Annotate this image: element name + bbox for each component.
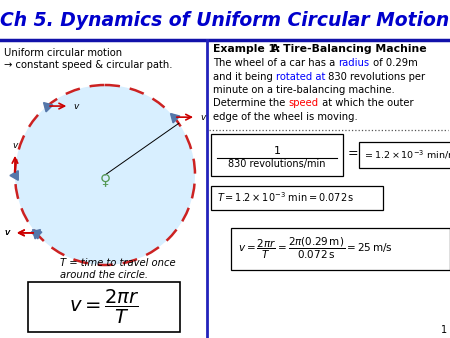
Text: Determine the: Determine the <box>213 98 288 108</box>
Text: 1: 1 <box>441 325 447 335</box>
Text: Uniform circular motion: Uniform circular motion <box>4 48 122 58</box>
Text: T = time to travel once: T = time to travel once <box>60 258 176 268</box>
FancyBboxPatch shape <box>359 142 450 168</box>
FancyBboxPatch shape <box>28 282 180 332</box>
Text: =: = <box>348 147 359 160</box>
Text: edge of the wheel is moving.: edge of the wheel is moving. <box>213 112 358 122</box>
Text: → constant speed & circular path.: → constant speed & circular path. <box>4 60 172 70</box>
Text: ♀: ♀ <box>99 172 111 188</box>
FancyBboxPatch shape <box>211 186 383 210</box>
Text: 830 revolutions per: 830 revolutions per <box>325 72 426 81</box>
FancyBboxPatch shape <box>211 134 343 175</box>
Text: of 0.29m: of 0.29m <box>369 58 417 68</box>
Text: around the circle.: around the circle. <box>60 270 148 280</box>
Text: 830 revolutions/min: 830 revolutions/min <box>228 160 326 169</box>
Text: v: v <box>12 142 18 150</box>
Text: v: v <box>4 228 10 237</box>
Text: and it being: and it being <box>213 72 276 81</box>
Text: $v = \dfrac{2\pi r}{T}$: $v = \dfrac{2\pi r}{T}$ <box>69 288 140 326</box>
Text: at which the outer: at which the outer <box>319 98 413 108</box>
Bar <box>0 0 450 40</box>
Text: $v = \dfrac{2\pi r}{T} = \dfrac{2\pi(0.29\,\mathrm{m})}{0.072\,\mathrm{s}} = 25\: $v = \dfrac{2\pi r}{T} = \dfrac{2\pi(0.2… <box>238 236 392 261</box>
Text: minute on a tire-balancing machine.: minute on a tire-balancing machine. <box>213 85 395 95</box>
Ellipse shape <box>15 85 195 265</box>
Text: The wheel of a car has a: The wheel of a car has a <box>213 58 338 68</box>
Text: v: v <box>200 113 206 122</box>
Text: A Tire-Balancing Machine: A Tire-Balancing Machine <box>271 44 427 54</box>
Text: $= 1.2 \times 10^{-3}\ \mathrm{min/revolution}$: $= 1.2 \times 10^{-3}\ \mathrm{min/revol… <box>363 148 450 161</box>
Text: v: v <box>73 101 79 111</box>
Text: 1: 1 <box>274 145 280 155</box>
FancyBboxPatch shape <box>231 227 450 269</box>
Text: Example 1:: Example 1: <box>213 44 288 54</box>
Text: rotated at: rotated at <box>276 72 325 81</box>
Text: v: v <box>4 228 10 237</box>
Text: radius: radius <box>338 58 369 68</box>
Text: $T = 1.2 \times 10^{-3}\ \mathrm{min} = 0.072\,\mathrm{s}$: $T = 1.2 \times 10^{-3}\ \mathrm{min} = … <box>217 191 355 204</box>
Text: Ch 5. Dynamics of Uniform Circular Motion: Ch 5. Dynamics of Uniform Circular Motio… <box>0 10 450 29</box>
Text: speed: speed <box>288 98 319 108</box>
